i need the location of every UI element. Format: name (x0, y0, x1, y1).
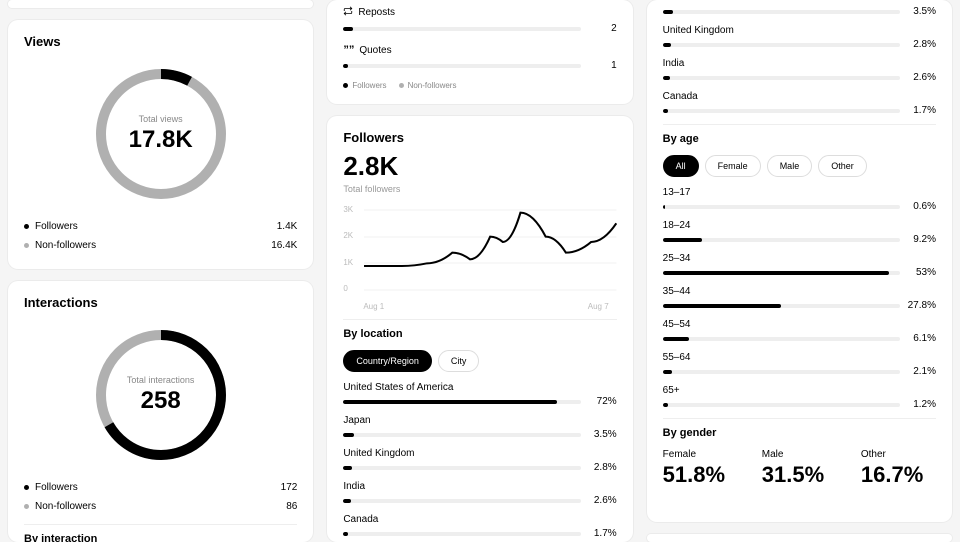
followers-total: 2.8K (343, 151, 616, 182)
tab-all[interactable]: All (663, 155, 699, 177)
location-row: 55–64 2.1% (663, 352, 936, 377)
stat-row: Reposts 2 (343, 6, 616, 34)
location-row: 45–54 6.1% (663, 319, 936, 344)
views-donut-label: Total views (139, 114, 183, 124)
interactions-donut-value: 258 (141, 387, 181, 415)
by-location-title: By location (343, 328, 616, 340)
engagement-mini-legend: Followers Non-followers (343, 81, 616, 90)
views-title: Views (24, 34, 297, 49)
legend-item: Followers172 (24, 478, 297, 497)
legend-item: Followers1.4K (24, 217, 297, 236)
location-row: Canada 1.7% (343, 514, 616, 539)
followers-title: Followers (343, 130, 616, 145)
tab-city[interactable]: City (438, 350, 480, 372)
column-middle: Reposts 2 ””Quotes 1 Followers Non-follo… (327, 0, 632, 542)
by-gender-title: By gender (663, 427, 936, 439)
interactions-donut-label: Total interactions (127, 375, 195, 385)
tab-other[interactable]: Other (818, 155, 867, 177)
by-age-title: By age (663, 133, 936, 145)
followers-card: Followers 2.8K Total followers 3K 2K 1K … (327, 116, 632, 542)
location-row: United States of America 72% (343, 382, 616, 407)
location-row: India 2.6% (663, 58, 936, 83)
location-row: 13–17 0.6% (663, 187, 936, 212)
by-interaction-title: By interaction (24, 533, 297, 542)
location-row: 25–34 53% (663, 253, 936, 278)
location-row: 18–24 9.2% (663, 220, 936, 245)
followers-chart-xaxis: Aug 1 Aug 7 (343, 302, 616, 311)
repost-icon (343, 6, 353, 19)
quote-icon: ”” (343, 44, 354, 56)
tab-male[interactable]: Male (767, 155, 813, 177)
stub-card (8, 0, 313, 8)
stub-card-bottom (647, 534, 952, 542)
location-row: India 2.6% (343, 481, 616, 506)
right-card: 3.5% United Kingdom 2.8% India 2.6% Cana… (647, 0, 952, 522)
followers-linechart: 3K 2K 1K 0 (343, 200, 616, 300)
engagement-top-card: Reposts 2 ””Quotes 1 Followers Non-follo… (327, 0, 632, 104)
tab-female[interactable]: Female (705, 155, 761, 177)
column-right: 3.5% United Kingdom 2.8% India 2.6% Cana… (647, 0, 952, 542)
location-row: 65+ 1.2% (663, 385, 936, 410)
location-tabs: Country/Region City (343, 350, 616, 372)
column-left: Views Total views 17.8K Followers1.4KNon… (8, 0, 313, 542)
followers-total-label: Total followers (343, 184, 616, 194)
location-row: Canada 1.7% (663, 91, 936, 116)
legend-item: Non-followers16.4K (24, 236, 297, 255)
age-tabs: All Female MaleOther (663, 155, 936, 177)
tab-country-region[interactable]: Country/Region (343, 350, 432, 372)
views-donut-value: 17.8K (129, 126, 193, 154)
gender-col-female: Female51.8% (663, 449, 738, 488)
interactions-title: Interactions (24, 295, 297, 310)
views-card: Views Total views 17.8K Followers1.4KNon… (8, 20, 313, 269)
views-donut: Total views 17.8K (24, 55, 297, 217)
location-row: United Kingdom 2.8% (663, 25, 936, 50)
location-row: 3.5% (663, 6, 936, 17)
interactions-card: Interactions Total interactions 258 Foll… (8, 281, 313, 542)
location-row: Japan 3.5% (343, 415, 616, 440)
interactions-donut: Total interactions 258 (24, 316, 297, 478)
stat-row: ””Quotes 1 (343, 44, 616, 71)
location-row: United Kingdom 2.8% (343, 448, 616, 473)
legend-item: Non-followers86 (24, 497, 297, 516)
location-row: 35–44 27.8% (663, 286, 936, 311)
gender-col-male: Male31.5% (762, 449, 837, 488)
gender-col-other: Other16.7% (861, 449, 936, 488)
